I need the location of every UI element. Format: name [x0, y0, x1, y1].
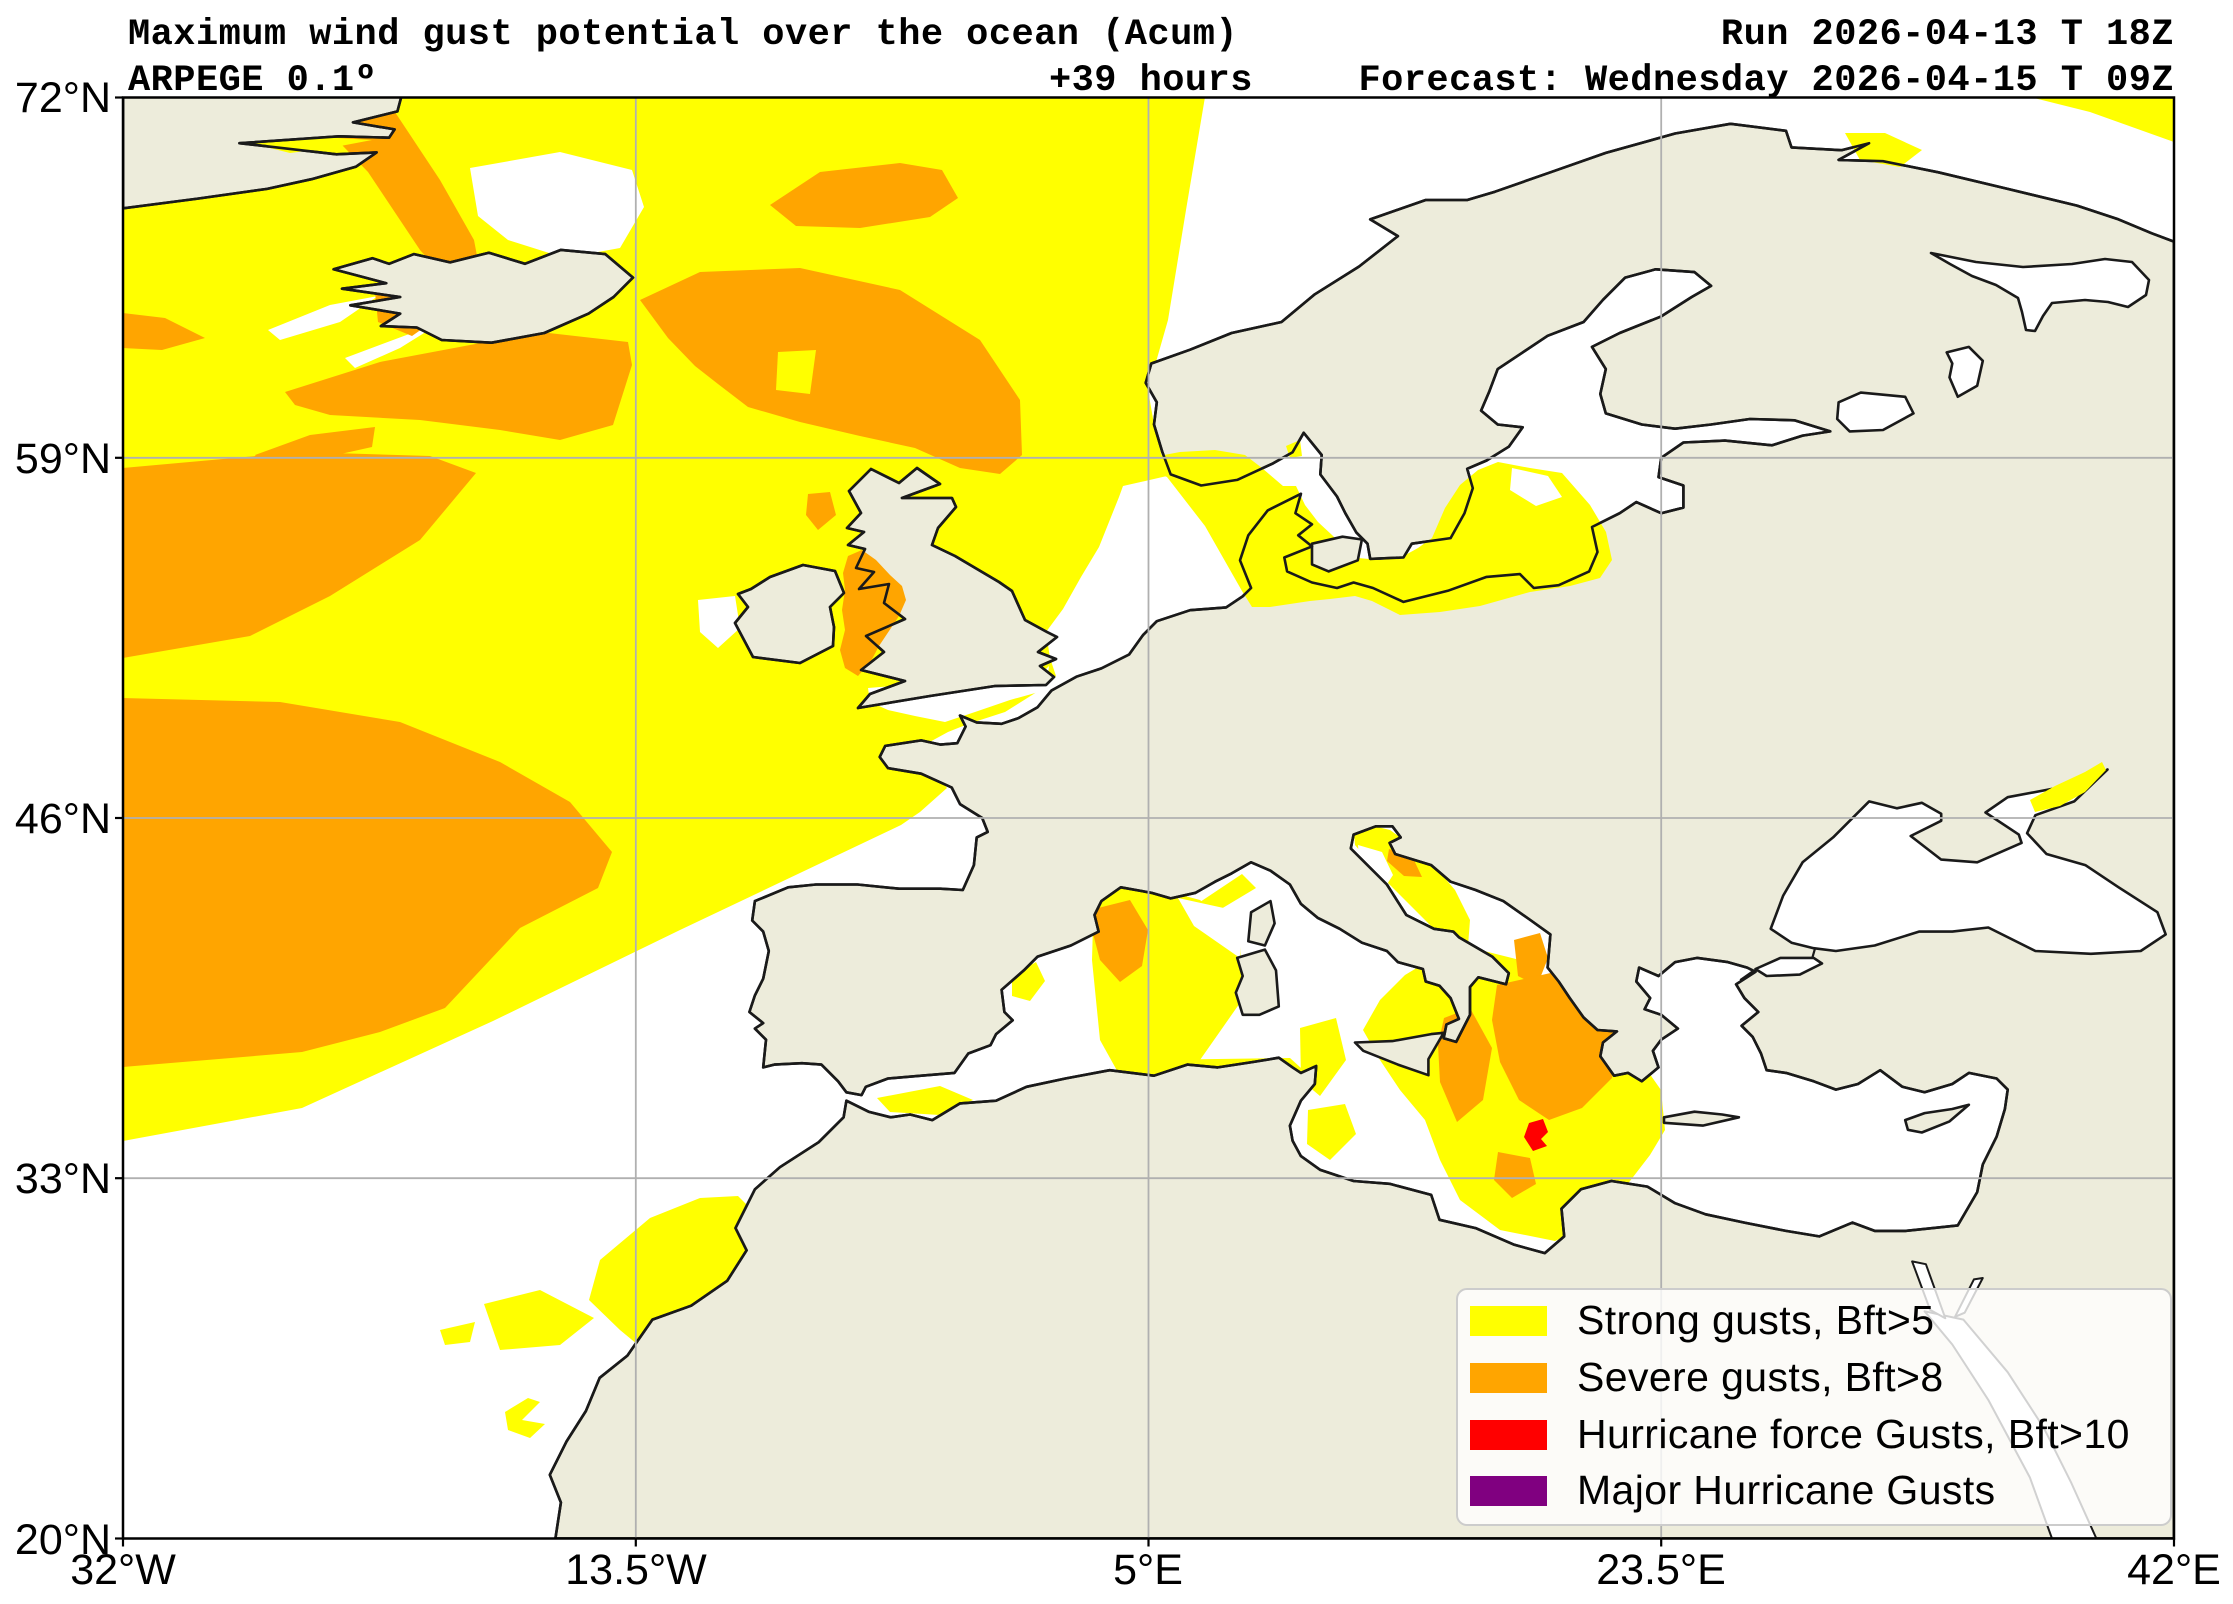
svg-text:13.5°W: 13.5°W: [565, 1546, 707, 1594]
svg-text:Severe gusts, Bft>8: Severe gusts, Bft>8: [1577, 1354, 1944, 1400]
svg-text:Strong gusts, Bft>5: Strong gusts, Bft>5: [1577, 1297, 1934, 1343]
svg-text:Major Hurricane Gusts: Major Hurricane Gusts: [1577, 1467, 1996, 1513]
svg-text:5°E: 5°E: [1113, 1546, 1183, 1594]
svg-text:+39 hours: +39 hours: [1049, 60, 1253, 102]
svg-text:33°N: 33°N: [15, 1155, 111, 1203]
svg-text:Maximum wind gust potential ov: Maximum wind gust potential over the oce…: [128, 14, 1238, 56]
svg-text:46°N: 46°N: [15, 795, 111, 843]
svg-text:23.5°E: 23.5°E: [1596, 1546, 1726, 1594]
svg-text:Run 2026-04-13 T 18Z: Run 2026-04-13 T 18Z: [1721, 14, 2174, 56]
svg-text:72°N: 72°N: [15, 74, 111, 122]
svg-text:32°W: 32°W: [70, 1546, 176, 1594]
svg-text:42°E: 42°E: [2127, 1546, 2221, 1594]
svg-text:Hurricane force Gusts, Bft>10: Hurricane force Gusts, Bft>10: [1577, 1411, 2130, 1457]
svg-text:ARPEGE 0.1º: ARPEGE 0.1º: [128, 60, 377, 102]
svg-text:20°N: 20°N: [15, 1516, 111, 1564]
svg-text:Forecast: Wednesday 2026-04-15: Forecast: Wednesday 2026-04-15 T 09Z: [1358, 60, 2174, 102]
svg-text:59°N: 59°N: [15, 435, 111, 483]
